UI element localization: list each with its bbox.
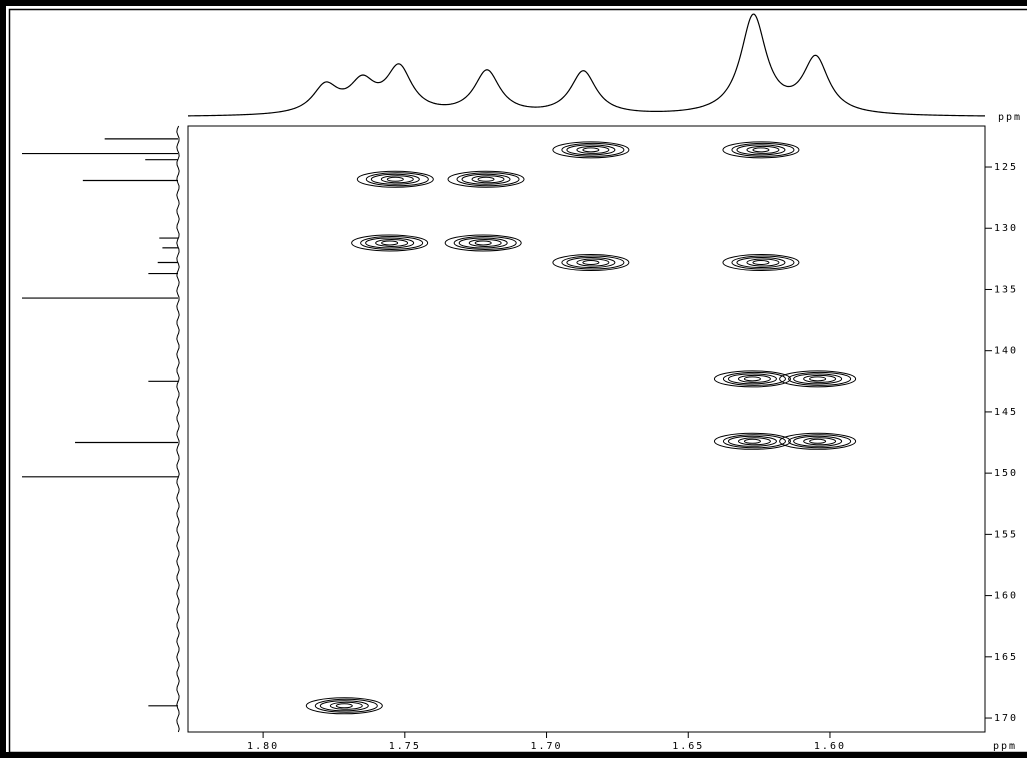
contour — [456, 172, 520, 187]
x-tick-label: 1.65 — [672, 741, 704, 752]
contour — [788, 371, 852, 386]
contour — [722, 434, 786, 449]
plot-frame — [187, 125, 986, 733]
x-tick-label: 1.75 — [389, 741, 421, 752]
y-tick-label: 125 — [994, 162, 1018, 173]
contour — [752, 260, 770, 266]
x-tick-label: 1.60 — [814, 741, 846, 752]
contour — [477, 176, 495, 182]
contour — [458, 237, 508, 249]
contour — [713, 370, 791, 388]
contour — [386, 176, 404, 182]
contour — [722, 254, 800, 272]
y-tick-label: 135 — [994, 284, 1018, 295]
y-tick-label: 145 — [994, 407, 1018, 418]
y-tick-label: 150 — [994, 468, 1018, 479]
contour — [566, 257, 616, 269]
contour — [793, 435, 843, 447]
contour — [365, 172, 429, 187]
contour — [468, 238, 502, 247]
contour — [471, 175, 505, 184]
contour — [447, 170, 525, 188]
contour — [360, 235, 424, 250]
contour — [752, 147, 770, 153]
contour — [727, 435, 777, 447]
contour — [381, 240, 399, 246]
contour — [803, 437, 837, 446]
contour — [809, 438, 827, 444]
contour — [582, 147, 600, 153]
contour — [788, 434, 852, 449]
y-tick-label: 140 — [994, 346, 1018, 357]
contour — [737, 374, 771, 383]
contour — [561, 255, 625, 270]
contour — [809, 376, 827, 382]
contour — [314, 698, 378, 713]
contour — [474, 240, 492, 246]
contour — [576, 258, 610, 267]
x-tick-label: 1.70 — [530, 741, 562, 752]
contour — [713, 432, 791, 450]
contour — [746, 258, 780, 267]
contour — [552, 141, 630, 159]
f2-unit-label: ppm — [998, 112, 1022, 123]
contour — [356, 170, 434, 188]
y-tick-label: 170 — [994, 713, 1018, 724]
contour — [566, 144, 616, 156]
contour — [722, 371, 786, 386]
contour — [461, 173, 511, 185]
contour — [319, 700, 369, 712]
contour — [736, 144, 786, 156]
inner-frame — [8, 8, 1027, 754]
contour — [779, 432, 857, 450]
contour — [335, 703, 353, 709]
contour — [736, 257, 786, 269]
contour — [793, 373, 843, 385]
contour — [722, 141, 800, 159]
contour — [453, 235, 517, 250]
contour — [329, 701, 363, 710]
contour — [380, 175, 414, 184]
contour — [737, 437, 771, 446]
contour — [375, 238, 409, 247]
contour — [305, 697, 383, 715]
contour — [779, 370, 857, 388]
contour — [576, 145, 610, 154]
contour — [370, 173, 420, 185]
contour — [743, 376, 761, 382]
contour — [444, 234, 522, 252]
f2-projection — [187, 13, 986, 117]
contour — [731, 255, 795, 270]
y-tick-label: 165 — [994, 652, 1018, 663]
contour — [743, 438, 761, 444]
contour — [561, 142, 625, 157]
contour — [727, 373, 777, 385]
y-tick-label: 155 — [994, 529, 1018, 540]
y-tick-label: 130 — [994, 223, 1018, 234]
contour — [731, 142, 795, 157]
contour — [351, 234, 429, 252]
contour — [552, 254, 630, 272]
contour — [365, 237, 415, 249]
contour — [582, 260, 600, 266]
contour — [803, 374, 837, 383]
y-tick-label: 160 — [994, 591, 1018, 602]
f1-baseline — [176, 125, 180, 733]
contour — [746, 145, 780, 154]
x-unit-label: ppm — [993, 741, 1017, 752]
x-tick-label: 1.80 — [247, 741, 279, 752]
